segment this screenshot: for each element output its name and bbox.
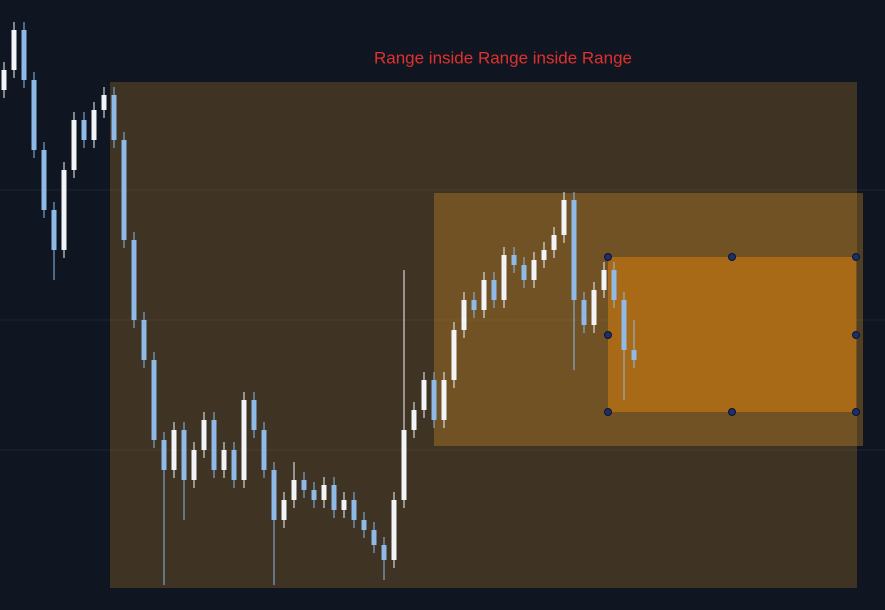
- candle-body: [131, 240, 137, 320]
- candle-body: [481, 280, 487, 310]
- candle-body: [461, 300, 467, 330]
- candle-body: [371, 530, 377, 545]
- candle-body: [611, 270, 617, 300]
- candle-body: [281, 500, 287, 520]
- candle-body: [531, 260, 537, 280]
- candle-body: [251, 400, 257, 430]
- candle-body: [541, 250, 547, 260]
- candle-body: [321, 485, 327, 500]
- candle-body: [201, 420, 207, 450]
- candle-body: [141, 320, 147, 360]
- handle[interactable]: [852, 331, 860, 339]
- candle-body: [501, 255, 507, 300]
- candle-body: [181, 430, 187, 480]
- candle-body: [391, 500, 397, 560]
- candle-body: [1, 70, 7, 90]
- candle-body: [71, 120, 77, 170]
- candle-body: [521, 265, 527, 280]
- candle-body: [561, 200, 567, 235]
- candle-body: [381, 545, 387, 560]
- candle-body: [31, 80, 37, 150]
- annotation-title: Range inside Range inside Range: [374, 48, 632, 67]
- candle-body: [491, 280, 497, 300]
- candle-body: [191, 450, 197, 480]
- candle-body: [451, 330, 457, 380]
- inner-range[interactable]: [608, 257, 856, 412]
- candle-body: [211, 420, 217, 470]
- candle-body: [221, 450, 227, 470]
- candle-body: [171, 430, 177, 470]
- handle[interactable]: [604, 253, 612, 261]
- candle-body: [571, 200, 577, 300]
- candle-body: [411, 410, 417, 430]
- handle[interactable]: [728, 408, 736, 416]
- candle-body: [581, 300, 587, 325]
- candle-body: [621, 300, 627, 350]
- candle-body: [341, 500, 347, 510]
- candle-body: [421, 380, 427, 410]
- candle-body: [101, 95, 107, 110]
- candle-body: [351, 500, 357, 520]
- candle-body: [631, 350, 637, 360]
- candle-body: [431, 380, 437, 420]
- range-handles: [604, 253, 860, 416]
- candle-body: [311, 490, 317, 500]
- handle[interactable]: [604, 331, 612, 339]
- candle-body: [591, 290, 597, 325]
- candle-body: [551, 235, 557, 250]
- candle-body: [121, 140, 127, 240]
- candle-body: [41, 150, 47, 210]
- candle-body: [291, 480, 297, 500]
- candle-body: [331, 485, 337, 510]
- candle-body: [601, 270, 607, 290]
- candle-body: [111, 95, 117, 140]
- candle-body: [81, 120, 87, 140]
- candles: [1, 22, 637, 585]
- candle-body: [151, 360, 157, 440]
- candle-body: [51, 210, 57, 250]
- handle[interactable]: [852, 408, 860, 416]
- candle-body: [261, 430, 267, 470]
- candle-body: [361, 520, 367, 530]
- candle-body: [301, 480, 307, 490]
- candle-body: [161, 440, 167, 470]
- candle-body: [241, 400, 247, 480]
- candle-body: [511, 255, 517, 265]
- candle-body: [11, 30, 17, 70]
- handle[interactable]: [728, 253, 736, 261]
- candle-body: [231, 450, 237, 480]
- handle[interactable]: [604, 408, 612, 416]
- candle-body: [271, 470, 277, 520]
- candle-body: [441, 380, 447, 420]
- candle-body: [471, 300, 477, 310]
- candle-body: [21, 30, 27, 80]
- candle-body: [61, 170, 67, 250]
- candle-body: [91, 110, 97, 140]
- candle-body: [401, 430, 407, 500]
- handle[interactable]: [852, 253, 860, 261]
